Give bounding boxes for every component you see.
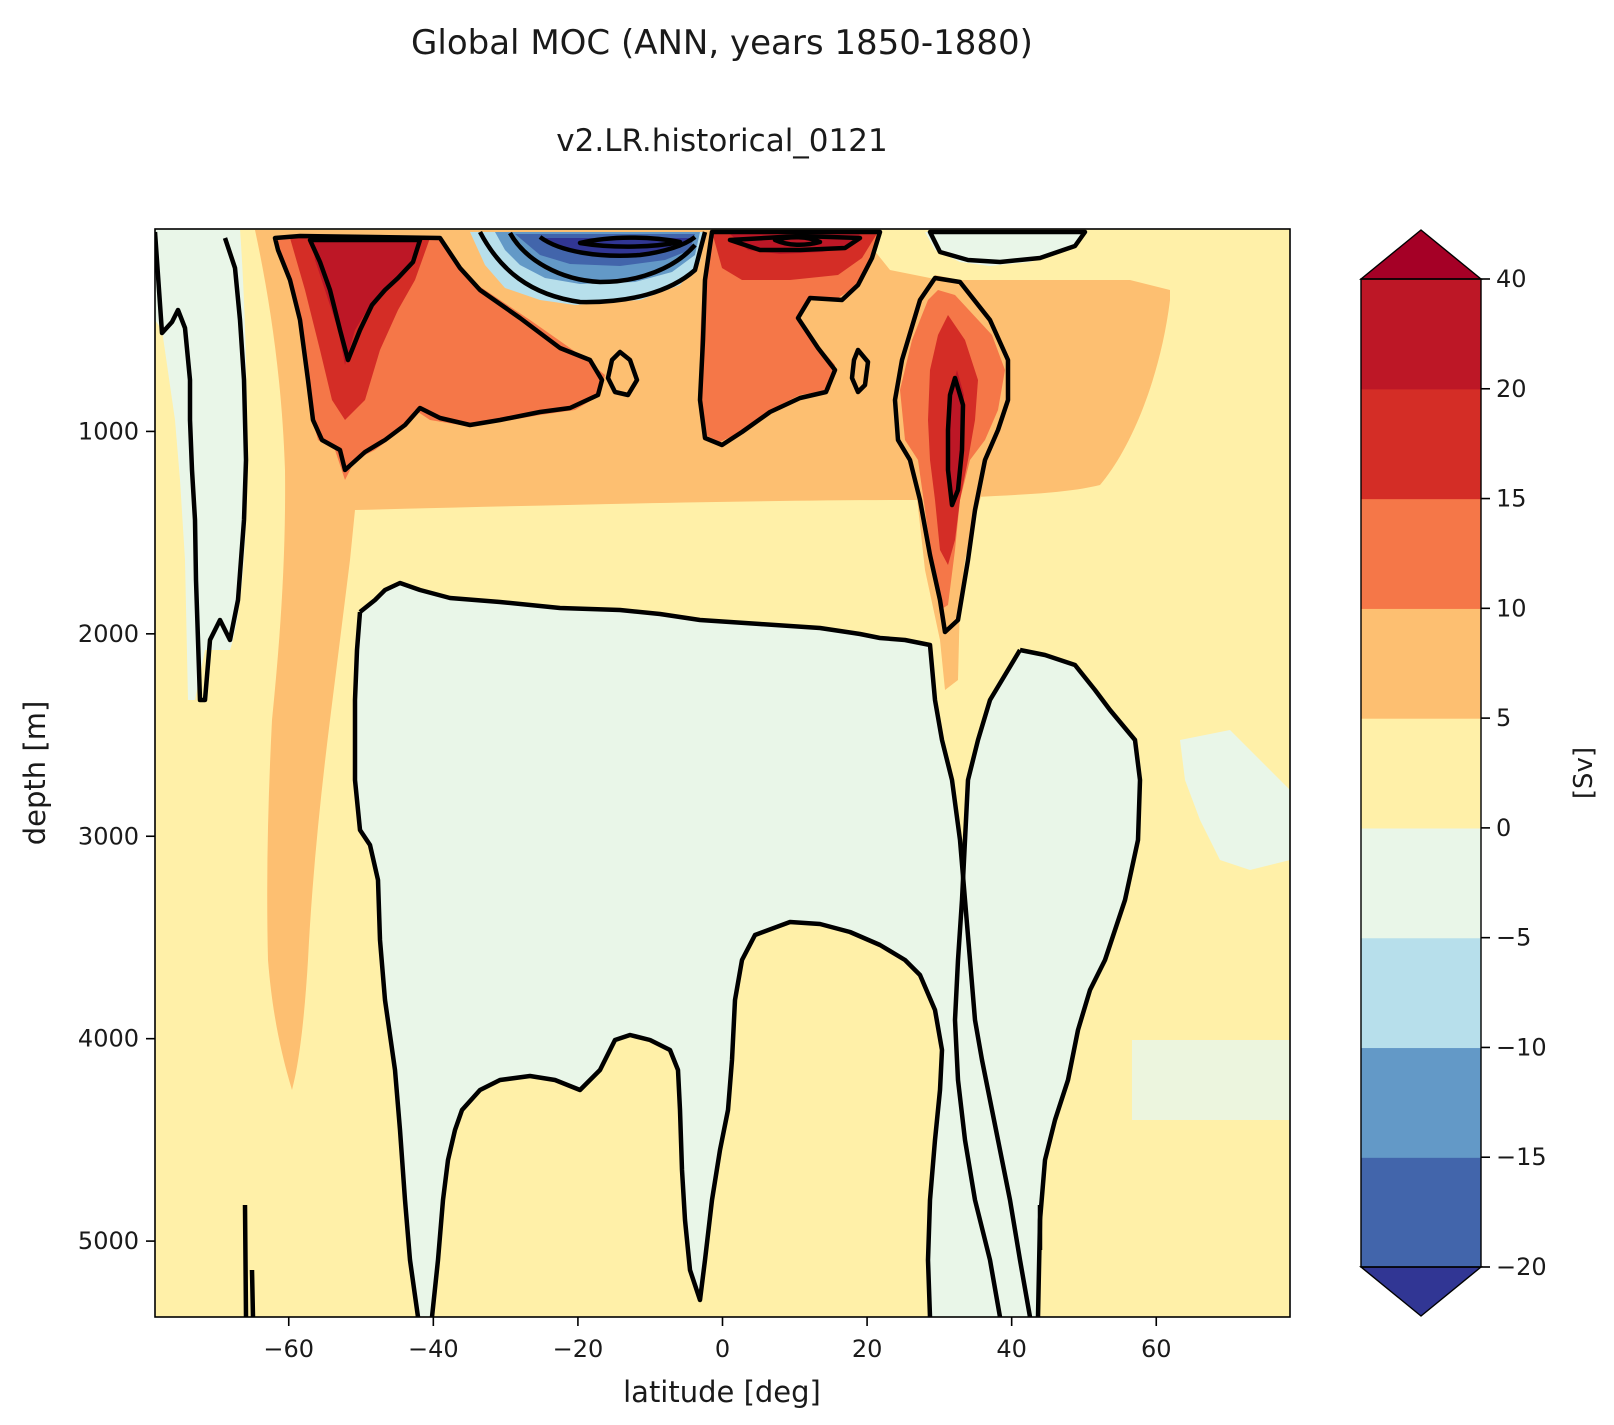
colorbar: −20 −15 −10 −5 0 5 10 15 20 40 xyxy=(1359,229,1547,1317)
contour-line-north-cell xyxy=(697,229,883,448)
x-tick-label: 60 xyxy=(1141,1335,1172,1363)
contour-line-south-core xyxy=(307,237,423,363)
colorbar-tick-label: −10 xyxy=(1496,1033,1547,1061)
contour-line-neg-cell-mid xyxy=(508,231,697,285)
colorbar-segment xyxy=(1361,1157,1481,1268)
chart-title: Global MOC (ANN, years 1850-1880) xyxy=(411,23,1033,63)
contour-lines xyxy=(155,229,1143,1317)
contour-line-amoc-core xyxy=(945,375,966,508)
contour-line-abyssal-west xyxy=(352,611,421,1317)
x-axis-label: latitude [deg] xyxy=(623,1375,821,1409)
contour-line-amoc xyxy=(892,275,1011,635)
colorbar-tick-label: 40 xyxy=(1496,265,1527,293)
y-axis: 1000 2000 3000 4000 5000 xyxy=(78,417,155,1255)
x-axis: −60 −40 −20 0 20 40 60 xyxy=(263,1317,1172,1363)
chart-subtitle: v2.LR.historical_0121 xyxy=(556,123,887,159)
y-tick-label: 5000 xyxy=(78,1227,139,1255)
x-tick-label: 40 xyxy=(996,1335,1027,1363)
colorbar-extend-high xyxy=(1359,229,1483,280)
colorbar-segment xyxy=(1361,1047,1481,1158)
colorbar-segment xyxy=(1361,388,1481,500)
x-tick-label: −60 xyxy=(263,1335,314,1363)
colorbar-label: [Sv] xyxy=(1569,747,1599,799)
y-tick-label: 4000 xyxy=(78,1025,139,1053)
plot-area xyxy=(155,229,1290,1317)
colorbar-segment xyxy=(1361,937,1481,1049)
fill-10-15-north xyxy=(700,232,880,442)
contour-line-south-blob xyxy=(605,349,640,398)
contour-line-neg-cell-core xyxy=(577,235,683,249)
x-tick-label: 0 xyxy=(715,1335,730,1363)
colorbar-segment xyxy=(1361,827,1481,939)
x-tick-label: −40 xyxy=(408,1335,459,1363)
colorbar-segment xyxy=(1361,279,1481,390)
x-tick-label: 20 xyxy=(852,1335,883,1363)
colorbar-extend-low xyxy=(1359,1266,1483,1317)
colorbar-segment xyxy=(1361,498,1481,609)
y-tick-label: 3000 xyxy=(78,822,139,850)
fill-neg-abyssal xyxy=(355,583,1030,1317)
contour-line-south-edge xyxy=(155,231,249,703)
fill-neg-south-strip xyxy=(155,229,248,700)
colorbar-tick-label: −5 xyxy=(1496,924,1531,952)
colorbar-segment xyxy=(1361,608,1481,719)
fill-neg-north-patch xyxy=(1180,730,1290,870)
colorbar-tick-label: −15 xyxy=(1496,1143,1547,1171)
fill-neg-north-shelf xyxy=(1132,1040,1290,1120)
contour-line-south-cell xyxy=(272,233,605,473)
colorbar-tick-label: 0 xyxy=(1496,814,1511,842)
y-tick-label: 2000 xyxy=(78,620,139,648)
colorbar-tick-label: 10 xyxy=(1496,594,1527,622)
contour-line-neg-cell-inner xyxy=(538,235,697,258)
colorbar-tick-label: 15 xyxy=(1496,485,1527,513)
contour-line-north-surface xyxy=(927,229,1088,265)
contour-line-north-blob xyxy=(849,347,871,395)
colorbar-frame xyxy=(1360,278,1482,1268)
x-tick-label: −20 xyxy=(553,1335,604,1363)
y-tick-label: 1000 xyxy=(78,417,139,445)
contour-line-south-bottom xyxy=(242,1204,256,1317)
contour-line-north-abyssal-east xyxy=(1019,647,1143,1317)
colorbar-segment xyxy=(1361,718,1481,829)
colorbar-tick-label: 5 xyxy=(1496,704,1511,732)
colorbar-tick-label: 20 xyxy=(1496,375,1527,403)
y-axis-label: depth [m] xyxy=(18,701,52,846)
contour-line-abyssal-floor xyxy=(429,919,945,1317)
contour-line-north-inner xyxy=(772,235,823,247)
contour-line-abyssal-main xyxy=(358,580,1033,1317)
contour-line-north-abyssal-west xyxy=(952,648,1022,1317)
contour-line-neg-cell-outer xyxy=(478,230,708,305)
colorbar-tick-label: −20 xyxy=(1496,1253,1547,1281)
